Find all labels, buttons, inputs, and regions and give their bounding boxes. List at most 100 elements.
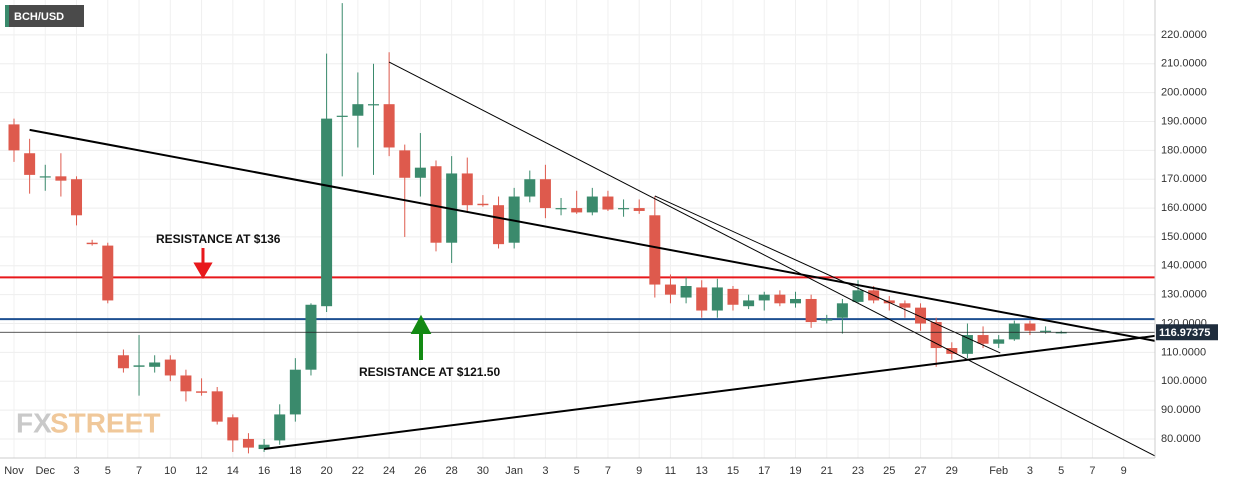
candle-body bbox=[993, 339, 1005, 344]
y-tick-label: 150.0000 bbox=[1161, 231, 1207, 243]
candle-body bbox=[383, 104, 395, 148]
candle-body bbox=[539, 179, 551, 209]
candle-body bbox=[430, 166, 442, 243]
x-tick-label: 11 bbox=[665, 465, 676, 477]
x-tick-label: 3 bbox=[1027, 465, 1033, 477]
candle-body bbox=[24, 153, 36, 175]
candle-body bbox=[899, 303, 911, 308]
candle-body bbox=[1024, 323, 1036, 331]
x-tick-label: 5 bbox=[105, 465, 111, 477]
x-tick-label: 5 bbox=[1058, 465, 1064, 477]
x-tick-label: 7 bbox=[605, 465, 611, 477]
candle-body bbox=[1055, 332, 1067, 334]
y-tick-label: 130.0000 bbox=[1161, 289, 1207, 301]
candle-body bbox=[305, 304, 317, 370]
candle-body bbox=[55, 176, 67, 181]
candle-body bbox=[977, 335, 989, 344]
candle-body bbox=[8, 124, 20, 151]
y-tick-label: 200.0000 bbox=[1161, 87, 1207, 99]
x-tick-label: 16 bbox=[258, 465, 270, 477]
x-tick-label: 9 bbox=[636, 465, 642, 477]
x-tick-label: 24 bbox=[383, 465, 395, 477]
x-tick-label: 25 bbox=[883, 465, 895, 477]
x-tick-label: 21 bbox=[821, 465, 833, 477]
candle-body bbox=[493, 205, 505, 245]
x-tick-label: 14 bbox=[227, 465, 239, 477]
candle-body bbox=[180, 375, 192, 392]
y-tick-label: 190.0000 bbox=[1161, 115, 1207, 127]
symbol-box bbox=[5, 5, 84, 27]
candle-body bbox=[1008, 323, 1020, 340]
y-tick-label: 80.0000 bbox=[1161, 433, 1201, 445]
candle-body bbox=[883, 300, 895, 304]
y-tick-label: 210.0000 bbox=[1161, 58, 1207, 70]
candle-body bbox=[821, 319, 833, 321]
candle-body bbox=[680, 285, 692, 298]
x-tick-label: 18 bbox=[289, 465, 301, 477]
candle-body bbox=[524, 179, 536, 197]
candle-body bbox=[461, 173, 473, 206]
annotation: RESISTANCE AT $121.50 bbox=[359, 365, 500, 379]
trendline bbox=[388, 61, 1156, 457]
x-tick-label: 9 bbox=[1121, 465, 1127, 477]
y-tick-label: 160.0000 bbox=[1161, 202, 1207, 214]
x-tick-label: 22 bbox=[352, 465, 364, 477]
y-tick-label: 170.0000 bbox=[1161, 173, 1207, 185]
x-tick-label: 15 bbox=[727, 465, 739, 477]
x-tick-label: 27 bbox=[914, 465, 926, 477]
candle-body bbox=[39, 176, 51, 178]
candle-body bbox=[133, 365, 145, 367]
candle-body bbox=[555, 208, 567, 210]
candle-body bbox=[196, 391, 208, 393]
y-tick-label: 220.0000 bbox=[1161, 29, 1207, 41]
candle-body bbox=[477, 203, 489, 206]
x-tick-label: 20 bbox=[320, 465, 332, 477]
candle-body bbox=[117, 355, 129, 369]
y-tick-label: 110.0000 bbox=[1161, 346, 1206, 358]
candle-body bbox=[399, 150, 411, 178]
x-tick-label: 10 bbox=[164, 465, 176, 477]
x-tick-label: Nov bbox=[4, 465, 24, 477]
x-tick-label: 30 bbox=[477, 465, 489, 477]
watermark-street: STREET bbox=[50, 407, 160, 438]
marks bbox=[0, 3, 1156, 457]
candle-body bbox=[633, 208, 645, 211]
candle-body bbox=[258, 444, 270, 450]
grid bbox=[0, 0, 1155, 458]
x-tick-label: 7 bbox=[1089, 465, 1095, 477]
x-tick-label: 19 bbox=[789, 465, 801, 477]
candle-body bbox=[321, 118, 333, 307]
candle-body bbox=[571, 208, 583, 213]
x-tick-label: 26 bbox=[414, 465, 426, 477]
x-tick-label: 5 bbox=[574, 465, 580, 477]
candle-body bbox=[852, 290, 864, 302]
candle-body bbox=[649, 215, 661, 285]
last-price-label: 116.97375 bbox=[1159, 327, 1210, 339]
arrow-up bbox=[410, 314, 432, 360]
candle-body bbox=[758, 294, 770, 301]
x-tick-label: 3 bbox=[73, 465, 79, 477]
y-tick-label: 180.0000 bbox=[1161, 144, 1207, 156]
x-tick-label: 28 bbox=[446, 465, 458, 477]
x-tick-label: Dec bbox=[35, 465, 55, 477]
candle-body bbox=[242, 438, 254, 448]
candle-body bbox=[289, 369, 301, 415]
symbol: BCH/USD bbox=[14, 11, 64, 23]
candle-body bbox=[336, 115, 348, 117]
candle-body bbox=[930, 322, 942, 349]
candle-body bbox=[71, 179, 83, 216]
trendline bbox=[654, 195, 1001, 354]
x-tick-label: 17 bbox=[758, 465, 770, 477]
x-tick-label: Jan bbox=[505, 465, 523, 477]
arrow-down bbox=[193, 248, 213, 279]
last-price-box bbox=[1156, 324, 1218, 341]
candle-body bbox=[149, 362, 161, 367]
candle-body bbox=[836, 303, 848, 318]
candle-body bbox=[211, 391, 223, 422]
candle-body bbox=[696, 287, 708, 311]
trendline bbox=[29, 128, 1156, 342]
candle-body bbox=[1040, 330, 1052, 332]
x-tick-label: 7 bbox=[136, 465, 142, 477]
y-tick-label: 90.0000 bbox=[1161, 404, 1201, 416]
y-tick-label: 100.0000 bbox=[1161, 375, 1207, 387]
